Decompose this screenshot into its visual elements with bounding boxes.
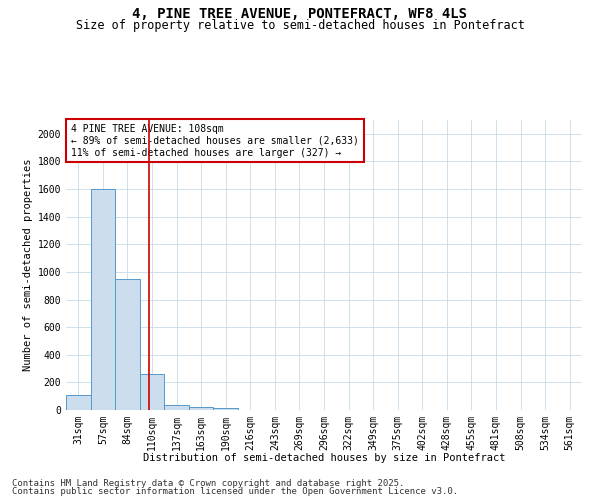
Bar — [189, 407, 214, 410]
Text: Contains public sector information licensed under the Open Government Licence v3: Contains public sector information licen… — [12, 487, 458, 496]
Bar — [91, 189, 115, 410]
Bar — [214, 408, 238, 410]
Bar — [140, 374, 164, 410]
Bar — [115, 279, 140, 410]
Bar — [66, 395, 91, 410]
Text: Contains HM Land Registry data © Crown copyright and database right 2025.: Contains HM Land Registry data © Crown c… — [12, 478, 404, 488]
Bar — [164, 405, 189, 410]
Text: Size of property relative to semi-detached houses in Pontefract: Size of property relative to semi-detach… — [76, 18, 524, 32]
Text: 4, PINE TREE AVENUE, PONTEFRACT, WF8 4LS: 4, PINE TREE AVENUE, PONTEFRACT, WF8 4LS — [133, 8, 467, 22]
Y-axis label: Number of semi-detached properties: Number of semi-detached properties — [23, 159, 34, 371]
X-axis label: Distribution of semi-detached houses by size in Pontefract: Distribution of semi-detached houses by … — [143, 453, 505, 463]
Text: 4 PINE TREE AVENUE: 108sqm
← 89% of semi-detached houses are smaller (2,633)
11%: 4 PINE TREE AVENUE: 108sqm ← 89% of semi… — [71, 124, 359, 158]
